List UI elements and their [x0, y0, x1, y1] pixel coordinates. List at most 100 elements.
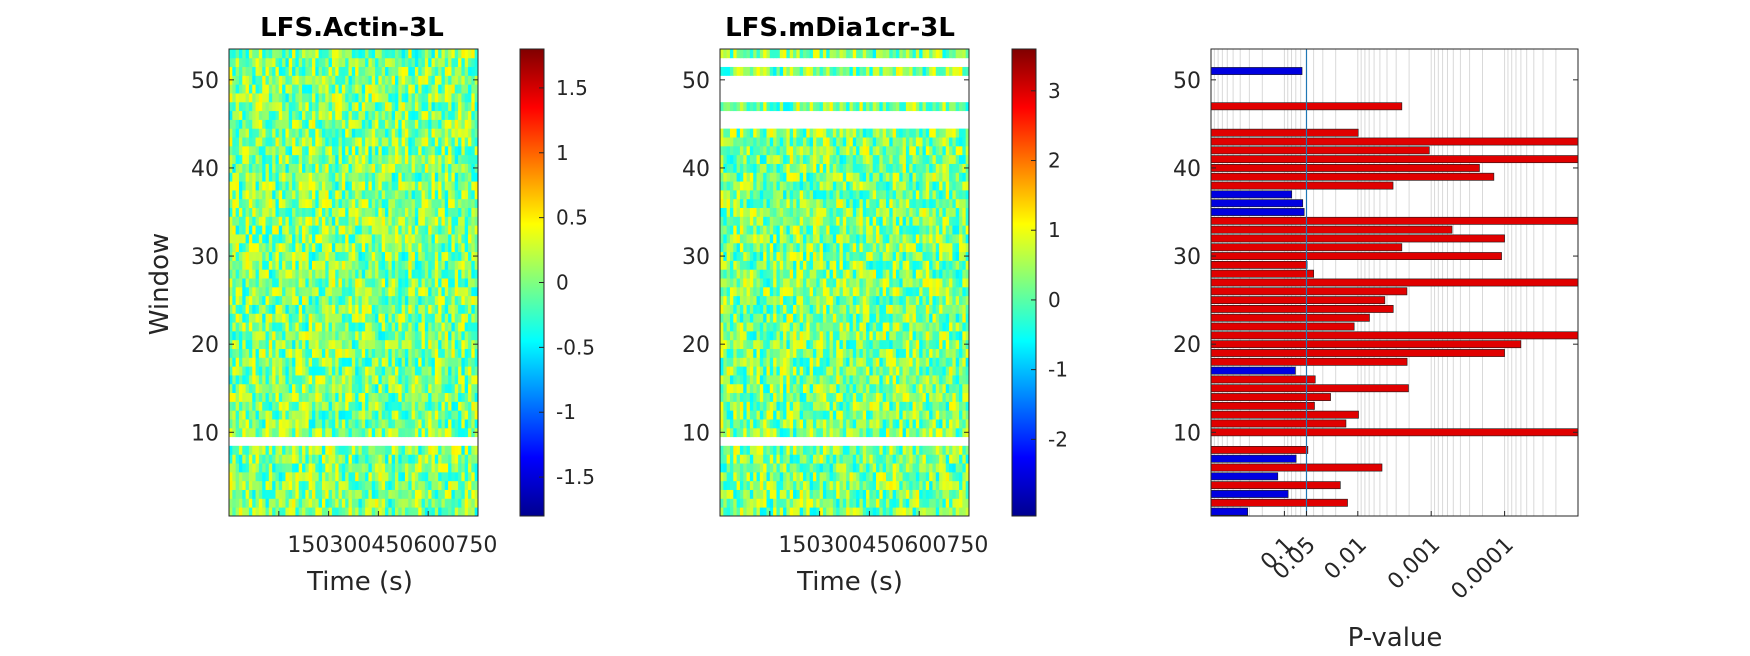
heatmap-cell [418, 101, 422, 112]
heatmap-cell [315, 322, 320, 332]
heatmap-cell [378, 419, 383, 429]
heatmap-cell [229, 57, 233, 68]
heatmap-cell [252, 392, 256, 402]
heatmap-cell [368, 198, 373, 209]
heatmap-cell [418, 75, 422, 85]
heatmap-cell [935, 445, 940, 455]
heatmap-cell [229, 419, 233, 429]
heatmap-cell [862, 392, 867, 402]
heatmap-cell [258, 145, 263, 156]
heatmap-cell [736, 489, 741, 499]
heatmap-cell [321, 392, 326, 402]
heatmap-cell [879, 454, 884, 464]
heatmap-cell [424, 181, 429, 191]
heatmap-cell [746, 463, 751, 473]
heatmap-cell [444, 419, 449, 429]
heatmap-cell [341, 419, 346, 429]
heatmap-cell [338, 471, 343, 482]
heatmap-cell [335, 498, 339, 508]
heatmap-cell [905, 401, 910, 411]
heatmap-cell [474, 489, 479, 499]
heatmap-cell [381, 128, 386, 138]
heatmap-cell [836, 471, 840, 482]
heatmap-cell [288, 366, 293, 376]
heatmap-cell [371, 84, 376, 94]
heatmap-cell [408, 234, 412, 244]
heatmap-cell [305, 93, 310, 103]
heatmap-cell [348, 304, 353, 314]
heatmap-cell [428, 154, 432, 164]
heatmap-cell [809, 383, 814, 394]
heatmap-cell [305, 419, 310, 429]
heatmap-cell [278, 154, 283, 164]
heatmap-cell [255, 137, 260, 147]
heatmap-cell [335, 454, 339, 464]
heatmap-cell [773, 507, 777, 517]
heatmap-cell [235, 489, 240, 499]
heatmap-cell [889, 489, 894, 499]
heatmap-cell [474, 313, 479, 323]
heatmap-cell [272, 225, 276, 235]
heatmap-cell [451, 295, 456, 305]
heatmap-cell [431, 480, 436, 490]
heatmap-cell [872, 383, 877, 394]
heatmap-cell [458, 57, 462, 68]
heatmap-cell [892, 489, 897, 499]
heatmap-cell [375, 375, 379, 385]
heatmap-cell [371, 322, 376, 332]
heatmap-cell [454, 110, 459, 120]
heatmap-cell [414, 427, 419, 438]
heatmap-cell [414, 410, 419, 420]
heatmap-cell [378, 57, 383, 68]
heatmap-cell [252, 128, 256, 138]
heatmap-cell [378, 172, 383, 182]
heatmap-cell [766, 471, 771, 482]
heatmap-cell [398, 375, 403, 385]
heatmap-cell [836, 463, 840, 473]
heatmap-cell [331, 507, 336, 517]
heatmap-cell [942, 445, 947, 455]
heatmap-cell [351, 471, 356, 482]
heatmap-cell [328, 128, 333, 138]
heatmap-cell [431, 366, 436, 376]
heatmap-cell [242, 269, 246, 279]
heatmap-cell [358, 57, 363, 68]
heatmap-cell [381, 463, 386, 473]
heatmap-cell [378, 463, 383, 473]
heatmap-cell [371, 304, 376, 314]
heatmap-cell [391, 357, 396, 367]
heatmap-cell [842, 498, 847, 508]
heatmap-cell [238, 286, 243, 297]
heatmap-cell [401, 225, 406, 235]
heatmap-cell [468, 128, 472, 138]
heatmap-cell [418, 242, 422, 253]
heatmap-cell [345, 489, 349, 499]
heatmap-cell [434, 401, 439, 411]
heatmap-cell [328, 313, 333, 323]
heatmap-cell [315, 463, 320, 473]
heatmap-cell [461, 471, 466, 482]
heatmap-cell [388, 322, 393, 332]
heatmap-cell [331, 401, 336, 411]
heatmap-cell [441, 84, 446, 94]
heatmap-cell [444, 49, 449, 59]
heatmap-cell [749, 489, 754, 499]
heatmap-cell [869, 419, 874, 429]
heatmap-cell [295, 225, 300, 235]
heatmap-cell [471, 260, 476, 270]
heatmap-cell [262, 463, 266, 473]
heatmap-cell [325, 401, 329, 411]
heatmap-cell [365, 304, 369, 314]
heatmap-cell [292, 251, 296, 261]
heatmap-cell [474, 137, 479, 147]
heatmap-cell [262, 75, 266, 85]
heatmap-cell [248, 498, 253, 508]
heatmap-cell [388, 172, 393, 182]
heatmap-cell [328, 57, 333, 68]
heatmap-cell [285, 128, 290, 138]
heatmap-cell [282, 75, 286, 85]
heatmap-cell [803, 383, 807, 394]
heatmap-cell [375, 278, 379, 288]
heatmap-cell [812, 401, 817, 411]
heatmap-cell [766, 392, 771, 402]
